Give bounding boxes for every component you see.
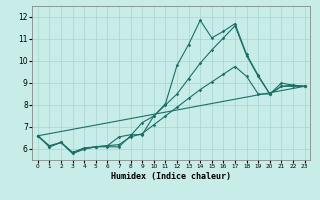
X-axis label: Humidex (Indice chaleur): Humidex (Indice chaleur) (111, 172, 231, 181)
